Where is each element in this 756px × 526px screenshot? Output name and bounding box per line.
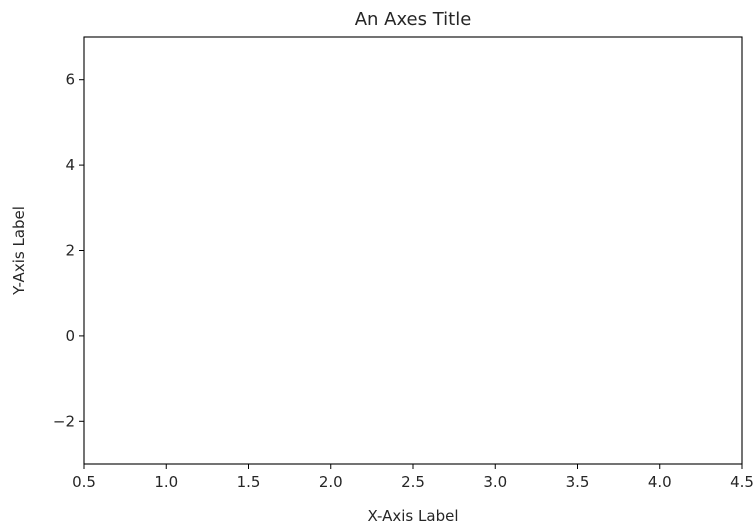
x-tick-label: 0.5: [72, 473, 96, 491]
y-axis-label: Y-Axis Label: [10, 206, 28, 296]
x-axis: 0.5 1.0 1.5 2.0 2.5 3.0 3.5 4.0 4.5: [72, 464, 754, 491]
y-tick-label: 2: [65, 242, 75, 260]
y-tick-label: 4: [65, 156, 75, 174]
y-tick-label: −2: [53, 412, 75, 430]
x-tick-label: 3.5: [566, 473, 590, 491]
y-tick-label: 0: [65, 327, 75, 345]
x-tick-label: 2.0: [319, 473, 343, 491]
x-tick-label: 4.5: [730, 473, 754, 491]
plot-area: [83, 36, 743, 465]
x-axis-label: X-Axis Label: [368, 507, 459, 525]
x-tick-label: 3.0: [483, 473, 507, 491]
x-tick-label: 1.5: [237, 473, 261, 491]
x-tick-label: 2.5: [401, 473, 425, 491]
y-tick-label: 6: [65, 71, 75, 89]
x-tick-label: 4.0: [648, 473, 672, 491]
chart-title: An Axes Title: [355, 9, 472, 30]
x-tick-label: 1.0: [154, 473, 178, 491]
y-axis: −2 0 2 4 6: [53, 71, 84, 430]
